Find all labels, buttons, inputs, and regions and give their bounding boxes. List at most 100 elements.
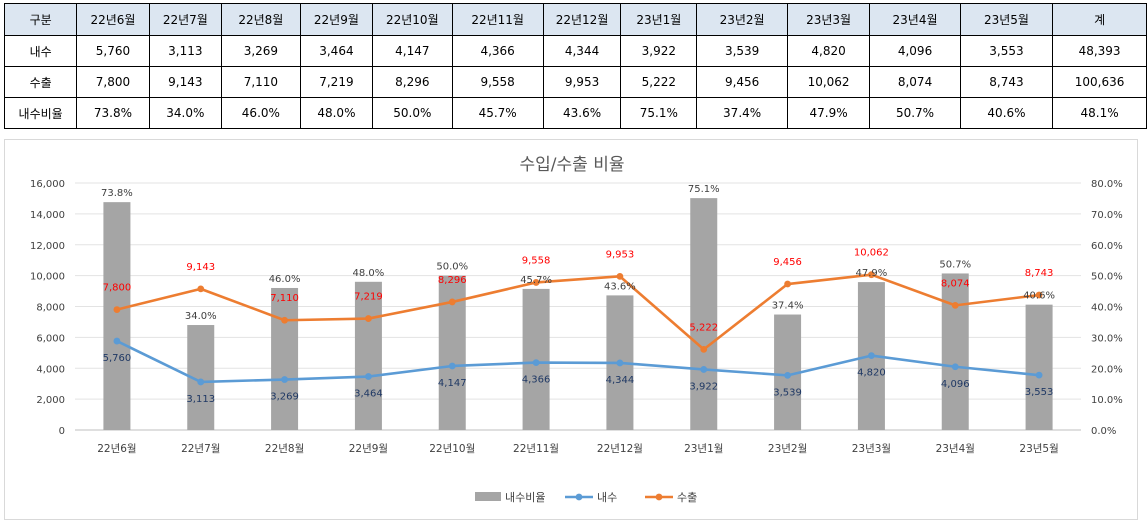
table-cell: 3,464 bbox=[299, 35, 374, 67]
domestic-point bbox=[448, 362, 456, 370]
export-data-label: 9,558 bbox=[522, 255, 551, 266]
table-cell: 46.0% bbox=[221, 97, 301, 129]
y-right-tick-label: 0.0% bbox=[1091, 426, 1116, 437]
table-cell: 7,110 bbox=[221, 66, 301, 98]
domestic-point bbox=[197, 378, 205, 386]
domestic-point bbox=[532, 359, 540, 366]
table-cell: 48.1% bbox=[1052, 97, 1147, 129]
row-label: 수출 bbox=[3, 66, 78, 98]
table-header-cell: 22년7월 bbox=[148, 3, 223, 36]
bar-domestic-ratio bbox=[354, 281, 382, 430]
domestic-point bbox=[784, 371, 791, 379]
table-cell: 40.6% bbox=[959, 97, 1054, 129]
table-header-row: 구분 22년6월 22년7월 22년8월 22년9월 22년10월 22년11월 22년12월… bbox=[3, 3, 1147, 36]
export-point bbox=[448, 298, 456, 306]
table-cell: 3,113 bbox=[148, 35, 223, 67]
table-cell: 7,800 bbox=[76, 66, 150, 98]
domestic-point bbox=[113, 337, 121, 345]
bar-domestic-ratio bbox=[271, 287, 299, 430]
table-cell: 43.6% bbox=[542, 97, 622, 129]
y-right-tick-label: 70.0% bbox=[1091, 210, 1123, 221]
table-cell: 8,743 bbox=[959, 66, 1054, 98]
legend-label: 수출 bbox=[677, 491, 697, 504]
export-point bbox=[951, 301, 959, 309]
table-cell: 3,539 bbox=[696, 35, 788, 67]
export-point bbox=[784, 280, 791, 288]
x-tick-label: 23년2월 bbox=[768, 443, 807, 455]
bar-data-label: 50.0% bbox=[436, 262, 468, 273]
domestic-data-label: 3,269 bbox=[270, 392, 299, 403]
export-data-label: 9,456 bbox=[773, 257, 802, 268]
table-cell: 3,269 bbox=[221, 35, 301, 67]
export-data-label: 8,296 bbox=[438, 275, 467, 286]
export-point bbox=[868, 271, 875, 279]
table-cell: 4,096 bbox=[869, 35, 961, 67]
bar-data-label: 34.0% bbox=[185, 311, 217, 322]
y-right-tick-label: 40.0% bbox=[1091, 303, 1123, 314]
row-label: 내수 bbox=[3, 35, 78, 67]
table-cell: 4,344 bbox=[542, 35, 622, 67]
export-point bbox=[113, 306, 121, 313]
table-header-cell: 22년10월 bbox=[372, 3, 453, 36]
table-row: 수출 7,800 9,143 7,110 7,219 8,296 9,558 9,953 5,2… bbox=[3, 66, 1147, 98]
export-line bbox=[116, 273, 1040, 351]
y-left-tick-label: 2,000 bbox=[36, 395, 65, 406]
export-point bbox=[700, 345, 708, 353]
legend-label: 내수 bbox=[597, 491, 617, 504]
domestic-data-label: 3,113 bbox=[186, 394, 215, 405]
y-left-tick-label: 16,000 bbox=[30, 179, 65, 190]
export-point bbox=[532, 279, 540, 286]
export-point bbox=[281, 316, 288, 324]
table-cell: 4,820 bbox=[786, 35, 871, 67]
export-point bbox=[616, 272, 624, 280]
y-right-tick-label: 80.0% bbox=[1091, 179, 1123, 190]
table-cell: 4,366 bbox=[451, 35, 544, 67]
bar-data-label: 47.9% bbox=[856, 268, 888, 279]
domestic-point bbox=[700, 366, 708, 373]
domestic-point bbox=[616, 359, 624, 367]
bar-domestic-ratio bbox=[941, 273, 969, 430]
y-left-tick-label: 0 bbox=[59, 426, 65, 437]
domestic-point bbox=[281, 376, 288, 383]
x-tick-label: 23년5월 bbox=[1019, 443, 1058, 455]
table-cell: 3,922 bbox=[620, 35, 698, 67]
table-cell: 8,296 bbox=[372, 66, 453, 98]
bar-domestic-ratio bbox=[1025, 304, 1053, 430]
y-right-tick-label: 20.0% bbox=[1091, 364, 1123, 375]
table-cell: 75.1% bbox=[620, 97, 698, 129]
export-data-label: 7,219 bbox=[354, 292, 383, 303]
export-data-label: 5,222 bbox=[689, 322, 718, 333]
table-cell: 9,953 bbox=[542, 66, 622, 98]
table-cell: 9,456 bbox=[696, 66, 788, 98]
domestic-data-label: 4,366 bbox=[522, 375, 551, 386]
bar-data-label: 40.6% bbox=[1023, 291, 1055, 302]
bar-data-label: 45.7% bbox=[520, 275, 552, 286]
table-cell: 7,219 bbox=[299, 66, 374, 98]
table-cell: 5,760 bbox=[76, 35, 150, 67]
table-header-cell: 22년6월 bbox=[76, 3, 150, 36]
table-row: 내수비율 73.8% 34.0% 46.0% 48.0% 50.0% 45.7% 43.6% 7… bbox=[3, 97, 1147, 129]
table-cell: 34.0% bbox=[148, 97, 223, 129]
domestic-point bbox=[951, 363, 959, 371]
legend-swatch-ratio bbox=[475, 492, 501, 501]
table-cell: 10,062 bbox=[786, 66, 871, 98]
table-header-cell: 계 bbox=[1052, 3, 1147, 36]
bar-domestic-ratio bbox=[690, 198, 718, 430]
bar-data-label: 37.4% bbox=[772, 301, 804, 312]
legend-marker-domestic bbox=[575, 493, 583, 501]
y-left-tick-label: 12,000 bbox=[30, 241, 65, 252]
table-header-cell: 23년1월 bbox=[620, 3, 698, 36]
domestic-data-label: 3,464 bbox=[354, 389, 383, 400]
y-right-tick-label: 50.0% bbox=[1091, 272, 1123, 283]
table-cell: 50.0% bbox=[372, 97, 453, 129]
export-data-label: 8,074 bbox=[941, 278, 970, 289]
y-right-tick-label: 10.0% bbox=[1091, 395, 1123, 406]
chart-area: 수입/수출 비율 0 2,000 4,000 6,000 8,000 10,000 12,00… bbox=[4, 139, 1138, 520]
export-point bbox=[197, 285, 205, 293]
x-tick-label: 23년1월 bbox=[684, 443, 723, 455]
table-cell: 100,636 bbox=[1052, 66, 1147, 98]
x-tick-label: 23년3월 bbox=[852, 443, 891, 455]
table-cell: 8,074 bbox=[869, 66, 961, 98]
domestic-data-label: 4,147 bbox=[438, 378, 467, 389]
bar-data-label: 48.0% bbox=[353, 268, 385, 279]
